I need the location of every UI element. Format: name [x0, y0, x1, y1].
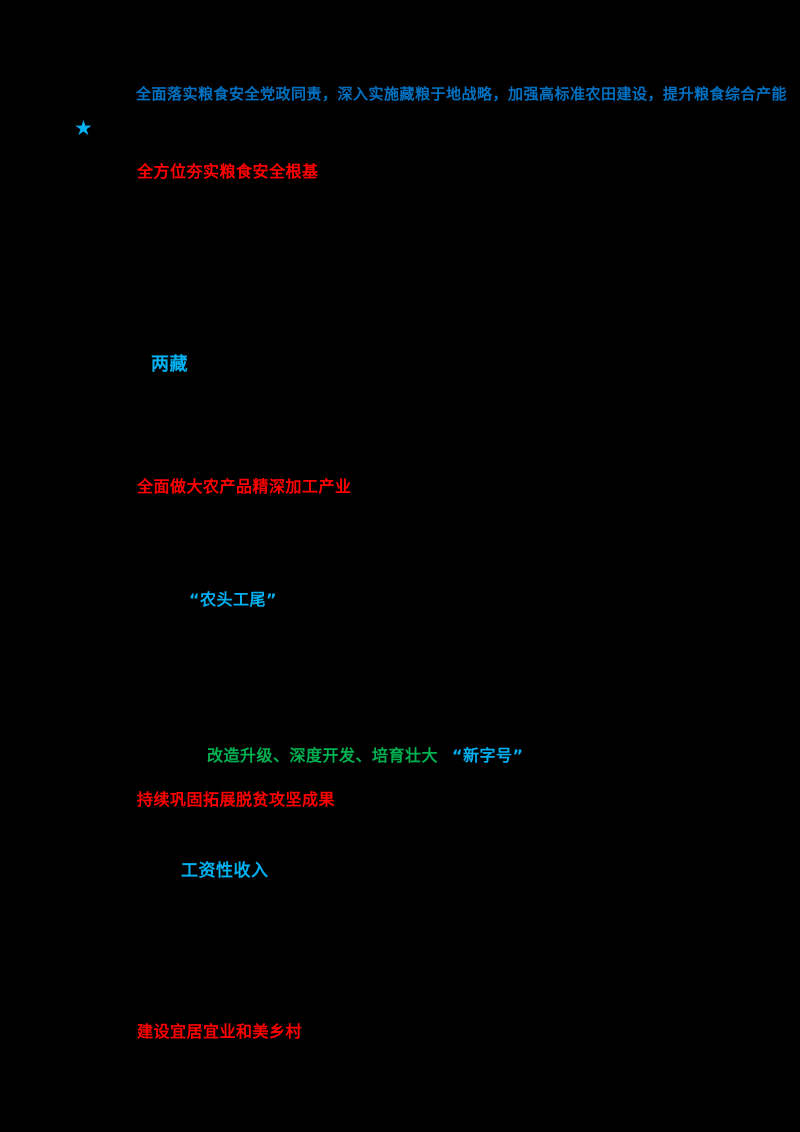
emphasized-sentence: 全面落实粮食安全党政同责，深入实施藏粮于地战略，加强高标准农田建设，提升粮食综合… — [136, 85, 788, 103]
key-term-1: 两藏 — [151, 354, 188, 375]
key-term-2: 工资性收入 — [181, 861, 269, 881]
quoted-term-2: “新字号” — [452, 746, 524, 765]
section-heading-3: 持续巩固拓展脱贫攻坚成果 — [137, 790, 336, 809]
star-icon: ★ — [74, 116, 93, 140]
quoted-term-1: “农头工尾” — [189, 590, 278, 609]
section-heading-1: 全方位夯实粮食安全根基 — [137, 162, 319, 181]
section-heading-4: 建设宜居宜业和美乡村 — [137, 1022, 303, 1041]
green-phrase-line: 改造升级、深度开发、培育壮大 “新字号” — [207, 746, 524, 766]
section-heading-2: 全面做大农产品精深加工产业 — [137, 477, 352, 496]
green-phrases: 改造升级、深度开发、培育壮大 — [207, 746, 439, 765]
